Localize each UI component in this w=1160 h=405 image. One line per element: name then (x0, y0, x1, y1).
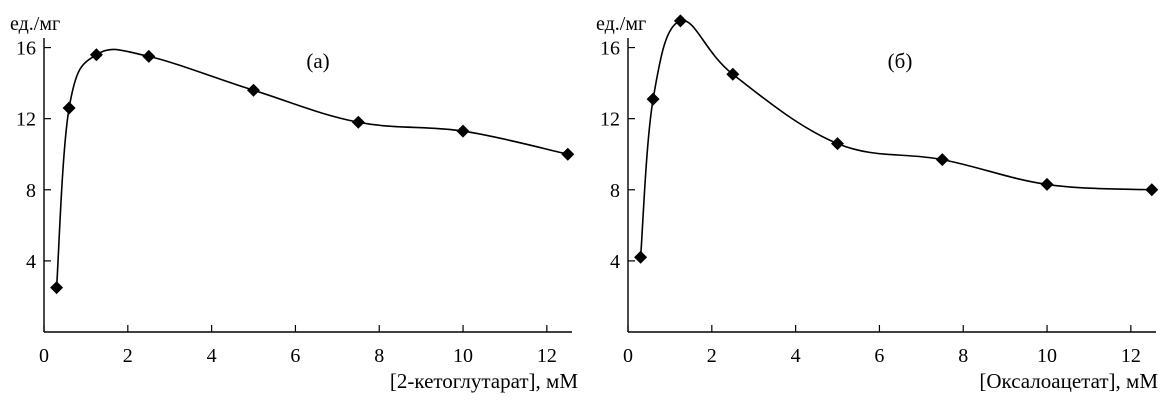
data-point-marker (646, 92, 660, 106)
data-point-marker (1145, 183, 1159, 197)
x-tick-label: 6 (874, 345, 884, 367)
x-tick-label: 2 (707, 345, 717, 367)
y-tick-label: 16 (600, 38, 620, 60)
data-point-marker (673, 14, 687, 28)
x-tick-label: 2 (123, 345, 133, 367)
data-point-marker (247, 83, 260, 97)
data-point-marker (561, 147, 575, 161)
y-tick-label: 8 (26, 180, 36, 202)
data-point-marker (935, 153, 949, 167)
series-line (55, 48, 568, 288)
data-point-marker (351, 115, 365, 129)
data-point-marker (634, 250, 648, 264)
x-tick-label: 8 (374, 345, 384, 367)
x-tick-label: 10 (1037, 345, 1057, 367)
x-tick-label: 6 (290, 345, 300, 367)
data-point-marker (62, 101, 76, 115)
y-axis-label: ед./мг (10, 13, 60, 35)
x-tick-label: 4 (207, 345, 217, 367)
x-tick-label: 10 (453, 345, 473, 367)
data-point-marker (89, 48, 103, 62)
panel-b: 4 8 12 16 0 2 4 6 8 10 12 ед./мг [Оксалоацетат], мМ (… (596, 13, 1158, 393)
y-tick-label: 8 (610, 180, 620, 202)
x-axis-label: [Оксалоацетат], мМ (979, 369, 1158, 393)
data-point-marker (50, 281, 64, 295)
data-point-marker (726, 67, 740, 81)
y-tick-label: 4 (610, 251, 620, 273)
data-point-marker (831, 137, 844, 151)
x-tick-label: 12 (537, 345, 557, 367)
panel-title: (б) (888, 49, 913, 73)
x-tick-label: 0 (623, 345, 633, 367)
data-point-marker (456, 124, 470, 138)
y-tick-label: 16 (16, 38, 36, 60)
x-tick-label: 4 (791, 345, 801, 367)
x-tick-label: 8 (958, 345, 968, 367)
x-tick-label: 12 (1121, 345, 1141, 367)
panel-a: 4 8 12 16 0 2 4 6 8 10 12 ед./мг [2-кетоглутарат], м… (10, 13, 578, 393)
y-tick-label: 4 (26, 251, 36, 273)
x-tick-label: 0 (39, 345, 49, 367)
panel-title: (а) (306, 49, 329, 73)
data-point-marker (142, 49, 156, 63)
y-axis-label: ед./мг (596, 13, 646, 35)
data-point-marker (1040, 177, 1054, 191)
y-tick-label: 12 (16, 109, 36, 131)
y-tick-label: 12 (600, 109, 620, 131)
x-axis-label: [2-кетоглутарат], мМ (390, 369, 578, 393)
